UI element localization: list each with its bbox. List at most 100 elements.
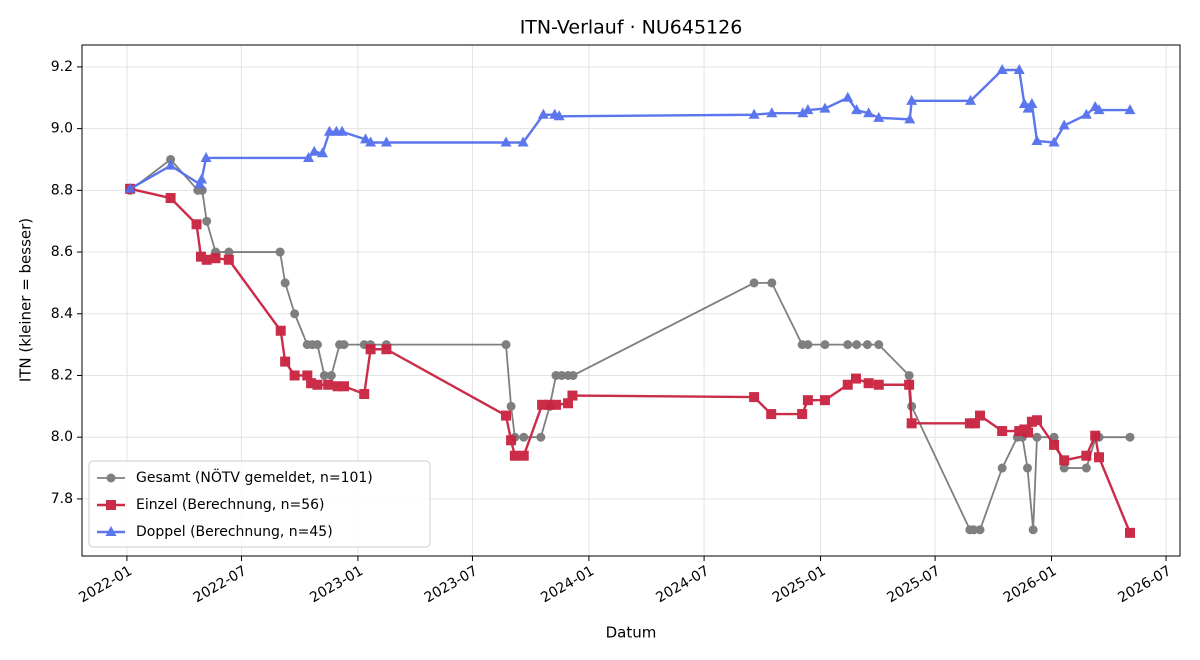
marker xyxy=(210,253,221,264)
marker xyxy=(339,340,349,350)
marker xyxy=(537,108,549,119)
marker xyxy=(819,102,831,113)
marker xyxy=(339,381,350,392)
marker xyxy=(280,356,291,367)
marker xyxy=(904,370,914,380)
y-tick-label: 8.6 xyxy=(51,244,73,260)
marker xyxy=(766,409,777,420)
marker xyxy=(820,340,830,350)
marker xyxy=(874,340,884,350)
y-tick-label: 8.2 xyxy=(51,367,73,383)
x-axis-label: Datum xyxy=(606,624,657,642)
legend-label: Gesamt (NÖTV gemeldet, n=101) xyxy=(136,468,373,486)
marker xyxy=(509,450,520,461)
marker xyxy=(191,219,202,230)
marker xyxy=(302,370,313,381)
marker xyxy=(105,526,117,536)
marker xyxy=(1059,463,1069,473)
marker xyxy=(303,151,315,162)
marker xyxy=(1014,426,1025,437)
marker xyxy=(1059,455,1070,466)
marker xyxy=(802,104,814,115)
y-tick-label: 8.8 xyxy=(51,182,73,198)
marker xyxy=(1080,108,1092,119)
marker xyxy=(563,398,574,409)
marker xyxy=(316,147,328,158)
marker xyxy=(852,340,862,350)
legend: Gesamt (NÖTV gemeldet, n=101) Einzel (Ber… xyxy=(88,460,431,548)
marker xyxy=(1058,119,1070,130)
y-tick-label: 9.0 xyxy=(51,121,73,137)
legend-item xyxy=(97,500,125,510)
marker xyxy=(802,395,813,406)
y-tick-label: 9.2 xyxy=(51,59,73,75)
marker xyxy=(200,151,212,162)
marker xyxy=(275,247,285,257)
marker xyxy=(863,378,874,389)
marker xyxy=(1125,432,1135,442)
marker xyxy=(106,500,116,510)
marker xyxy=(275,325,286,336)
marker xyxy=(842,379,853,390)
marker xyxy=(544,399,555,410)
marker xyxy=(365,136,377,147)
marker xyxy=(308,145,320,156)
marker xyxy=(748,108,760,119)
marker xyxy=(749,278,759,288)
marker xyxy=(1093,452,1104,463)
marker xyxy=(819,395,830,406)
marker xyxy=(557,370,567,380)
y-tick-label: 8.4 xyxy=(51,306,73,322)
marker xyxy=(319,370,329,380)
marker xyxy=(381,344,392,355)
marker xyxy=(1026,416,1037,427)
marker xyxy=(851,104,863,115)
marker xyxy=(1081,463,1091,473)
marker xyxy=(323,379,334,390)
marker xyxy=(766,107,778,118)
marker xyxy=(1048,136,1060,147)
marker xyxy=(165,159,177,170)
marker xyxy=(223,254,234,265)
marker xyxy=(1026,97,1038,108)
legend-label: Einzel (Berechnung, n=56) xyxy=(136,497,325,513)
marker xyxy=(803,340,813,350)
marker xyxy=(749,392,760,403)
marker xyxy=(964,418,975,429)
marker xyxy=(997,426,1008,437)
marker xyxy=(336,125,348,136)
marker xyxy=(553,110,565,121)
marker xyxy=(969,418,980,429)
marker xyxy=(975,525,985,535)
plot-area xyxy=(124,63,1136,538)
marker xyxy=(196,173,208,184)
marker xyxy=(1081,450,1092,461)
marker xyxy=(975,410,986,421)
marker xyxy=(500,136,512,147)
marker xyxy=(506,401,516,411)
marker xyxy=(201,254,212,265)
marker xyxy=(843,340,853,350)
marker xyxy=(1090,430,1101,441)
marker xyxy=(326,370,336,380)
legend-label: Doppel (Berechnung, n=45) xyxy=(136,524,333,540)
series xyxy=(124,63,1136,193)
marker xyxy=(359,388,370,399)
marker xyxy=(997,463,1007,473)
marker xyxy=(289,370,300,381)
y-axis-label: ITN (kleiner = besser) xyxy=(17,218,35,382)
marker xyxy=(1013,63,1025,74)
marker xyxy=(165,193,176,204)
marker xyxy=(965,94,977,105)
marker xyxy=(996,63,1008,74)
marker xyxy=(873,379,884,390)
marker xyxy=(862,340,872,350)
marker xyxy=(1125,527,1136,538)
marker xyxy=(501,340,511,350)
legend-item xyxy=(97,473,125,483)
marker xyxy=(202,216,212,226)
marker xyxy=(536,432,546,442)
marker xyxy=(312,379,323,390)
